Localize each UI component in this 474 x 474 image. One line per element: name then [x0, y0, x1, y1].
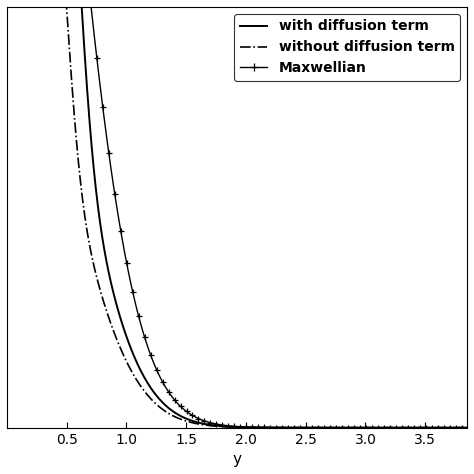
X-axis label: y: y	[233, 452, 241, 467]
Legend: with diffusion term, without diffusion term, Maxwellian: with diffusion term, without diffusion t…	[234, 14, 460, 81]
